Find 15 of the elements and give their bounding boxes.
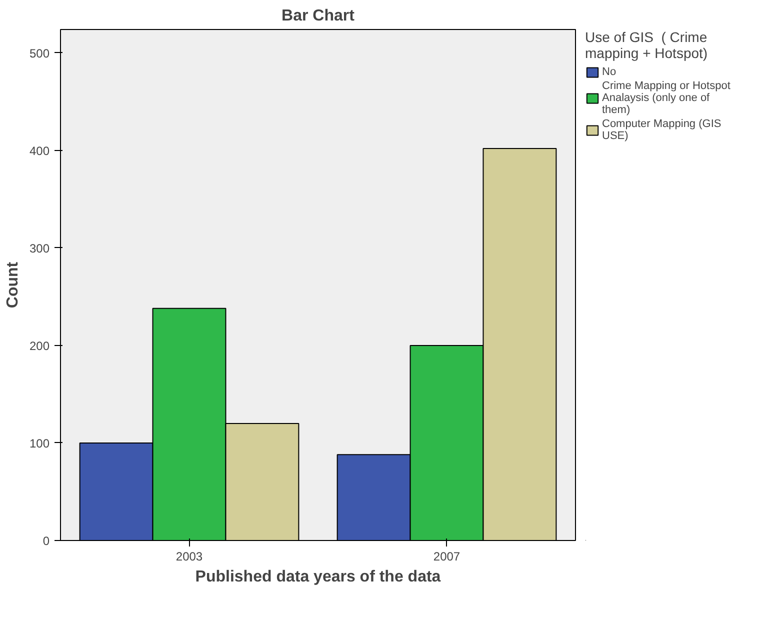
y-tick-label: 200 xyxy=(29,338,50,353)
y-tick-label: 0 xyxy=(42,534,50,548)
y-tick-label: 100 xyxy=(29,436,50,450)
x-axis-title: Published data years of the data xyxy=(195,568,441,586)
y-tick-label: 300 xyxy=(29,241,50,256)
x-tick-label: 2003 xyxy=(176,550,203,564)
x-tick-label: 2007 xyxy=(433,550,460,564)
legend-label: Computer Mapping (GIS USE) xyxy=(602,118,722,142)
legend-label: Crime Mapping or Hotspot Analaysis (only one of them) xyxy=(602,80,730,116)
legend-label: No xyxy=(602,66,618,78)
y-tick-label: 400 xyxy=(29,144,50,158)
legend-title: Use of GIS ( Crime mapping + Hotspot) xyxy=(585,29,709,61)
y-tick-label: 500 xyxy=(29,46,50,60)
chart-title: Bar Chart xyxy=(282,8,356,24)
y-axis-title: Count xyxy=(4,261,22,308)
